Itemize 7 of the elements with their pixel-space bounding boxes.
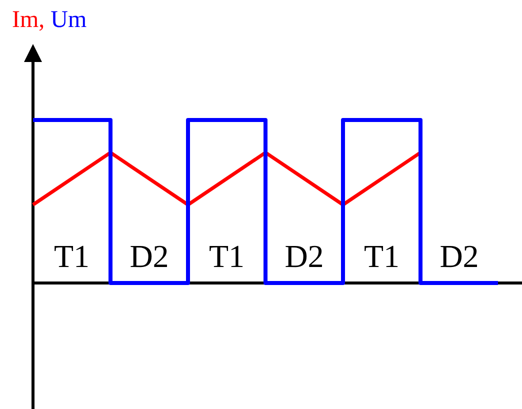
y-axis-title: Im, Um — [12, 7, 88, 33]
annotation: D2 — [284, 238, 324, 274]
annotation: T1 — [54, 238, 90, 274]
annotation: T1 — [208, 238, 245, 274]
annotation: D2 — [440, 238, 479, 274]
annotation: D2 — [130, 238, 169, 274]
annotation: T1 — [364, 238, 400, 274]
